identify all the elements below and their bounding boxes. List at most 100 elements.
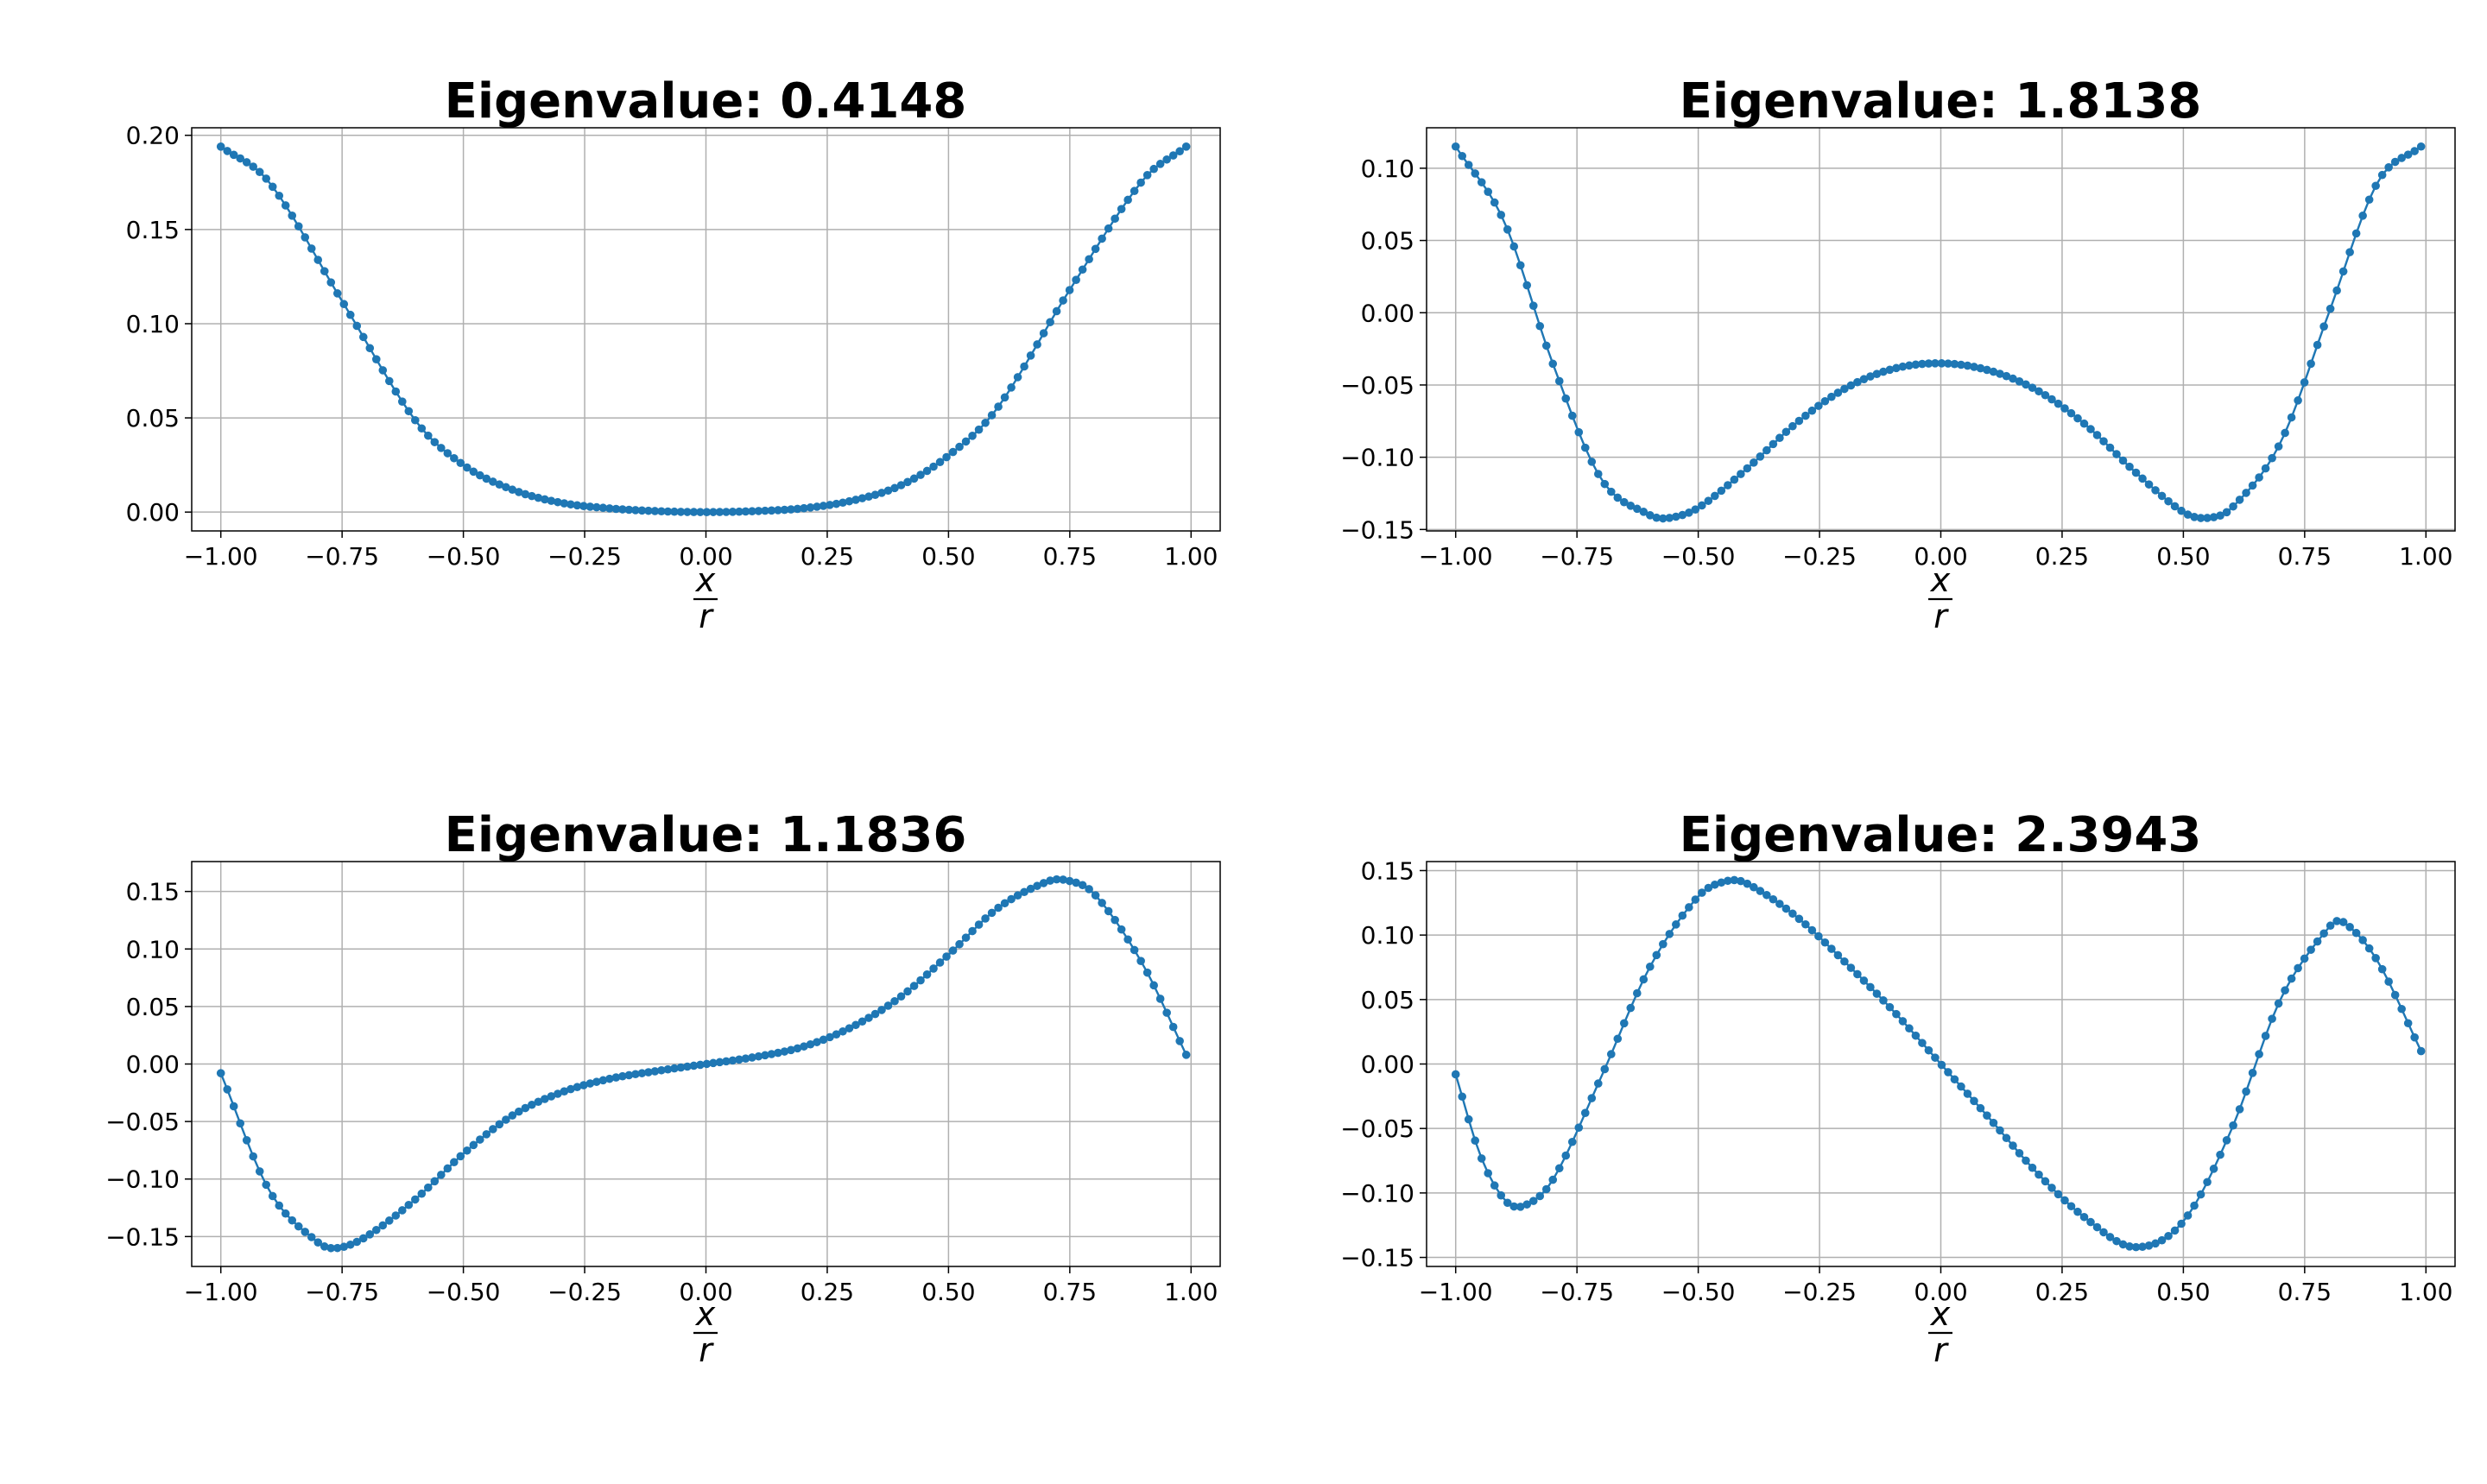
- x-tick-label: 1.00: [1164, 542, 1218, 571]
- data-point: [1039, 879, 1048, 887]
- data-point: [1743, 464, 1752, 473]
- data-point: [1872, 369, 1882, 378]
- data-point: [2345, 923, 2354, 931]
- data-point: [1000, 899, 1009, 908]
- data-point: [2222, 1136, 2231, 1145]
- data-point: [787, 1045, 795, 1055]
- data-point: [1814, 931, 1823, 941]
- data-point: [624, 1070, 634, 1080]
- data-point: [1944, 1068, 1952, 1077]
- data-point: [1924, 359, 1933, 368]
- data-point: [463, 463, 471, 472]
- data-point: [1503, 225, 1512, 234]
- data-point: [1104, 224, 1113, 233]
- data-point: [929, 462, 938, 471]
- data-point: [1181, 1051, 1191, 1059]
- data-point: [631, 1070, 640, 1079]
- data-point: [1587, 458, 1597, 466]
- data-point: [676, 1063, 686, 1072]
- data-point: [2164, 1231, 2173, 1241]
- data-point: [2268, 1014, 2276, 1023]
- data-point: [826, 1032, 834, 1042]
- data-point: [968, 926, 977, 936]
- data-point: [2118, 1240, 2128, 1249]
- data-point: [443, 449, 452, 458]
- data-point: [1580, 1108, 1590, 1117]
- data-point: [1646, 962, 1655, 971]
- y-tick-label: 0.15: [1361, 856, 1414, 885]
- x-tick-label: −1.00: [1419, 1278, 1493, 1306]
- y-tick-label: −0.10: [105, 1165, 180, 1194]
- data-point: [2338, 918, 2348, 926]
- data-point: [637, 506, 647, 515]
- data-point: [1136, 957, 1145, 965]
- data-point: [2112, 450, 2121, 458]
- x-tick-label: −0.25: [547, 1278, 622, 1306]
- data-point: [761, 1051, 769, 1060]
- data-point: [1567, 1137, 1577, 1146]
- data-point: [1711, 491, 1719, 501]
- data-point: [650, 1067, 660, 1076]
- data-point: [301, 233, 310, 242]
- y-tick-label: 0.00: [1361, 1051, 1414, 1079]
- data-point: [2035, 1170, 2043, 1179]
- data-point: [689, 1061, 699, 1070]
- y-tick-label: 0.05: [126, 404, 180, 433]
- data-point: [255, 167, 264, 177]
- data-point: [1885, 1002, 1895, 1012]
- x-axis-label-denominator: r: [1933, 597, 1949, 635]
- data-point: [476, 470, 484, 480]
- data-point: [1181, 142, 1191, 151]
- data-point: [1168, 151, 1178, 160]
- data-point: [2229, 1121, 2237, 1130]
- x-tick-label: −0.50: [1661, 542, 1736, 571]
- x-tick-label: 1.00: [2399, 542, 2452, 571]
- data-point: [1781, 427, 1791, 437]
- data-point: [1950, 1075, 1959, 1084]
- data-point: [1737, 470, 1745, 478]
- data-point: [1983, 1111, 1991, 1120]
- axes-frame: [191, 861, 1221, 1267]
- data-point: [1535, 1191, 1545, 1201]
- chart-panel-2: −1.00 −0.75 −0.50 −0.25 0.00 0.25 0.50 0.75 1.00…: [1340, 73, 2456, 635]
- data-point: [2371, 181, 2380, 191]
- data-point: [1451, 1070, 1460, 1079]
- data-point: [391, 387, 401, 396]
- data-point: [469, 1140, 478, 1150]
- x-tick-label: −1.00: [184, 542, 258, 571]
- y-tick-label: 0.10: [1361, 921, 1414, 950]
- data-point: [2066, 408, 2076, 418]
- data-point: [1698, 888, 1706, 897]
- data-point: [890, 996, 899, 1006]
- data-point: [1490, 1181, 1499, 1190]
- data-point: [2164, 496, 2173, 506]
- data-point: [384, 376, 394, 386]
- data-point: [216, 1069, 225, 1077]
- data-point: [2105, 443, 2115, 452]
- data-point: [411, 415, 420, 425]
- data-point: [1905, 1024, 1914, 1033]
- data-point: [2397, 1004, 2406, 1014]
- data-point: [1091, 891, 1100, 900]
- data-point: [793, 1044, 802, 1053]
- data-point: [384, 1216, 394, 1225]
- data-point: [948, 447, 958, 457]
- data-point: [1548, 1175, 1558, 1184]
- data-point: [832, 499, 841, 508]
- data-point: [2138, 474, 2147, 483]
- data-point: [2255, 473, 2263, 482]
- data-point: [1820, 938, 1830, 947]
- data-point: [2190, 513, 2199, 521]
- data-point: [793, 504, 802, 514]
- data-point: [1013, 373, 1022, 382]
- data-point: [624, 505, 634, 515]
- data-point: [450, 1158, 459, 1167]
- data-point: [391, 1211, 401, 1220]
- data-point: [2313, 937, 2322, 946]
- data-point: [1000, 393, 1009, 402]
- data-point: [748, 507, 756, 515]
- data-point: [1989, 1118, 1998, 1127]
- data-point: [1911, 360, 1921, 369]
- data-point: [1007, 894, 1016, 904]
- data-point: [1548, 359, 1558, 369]
